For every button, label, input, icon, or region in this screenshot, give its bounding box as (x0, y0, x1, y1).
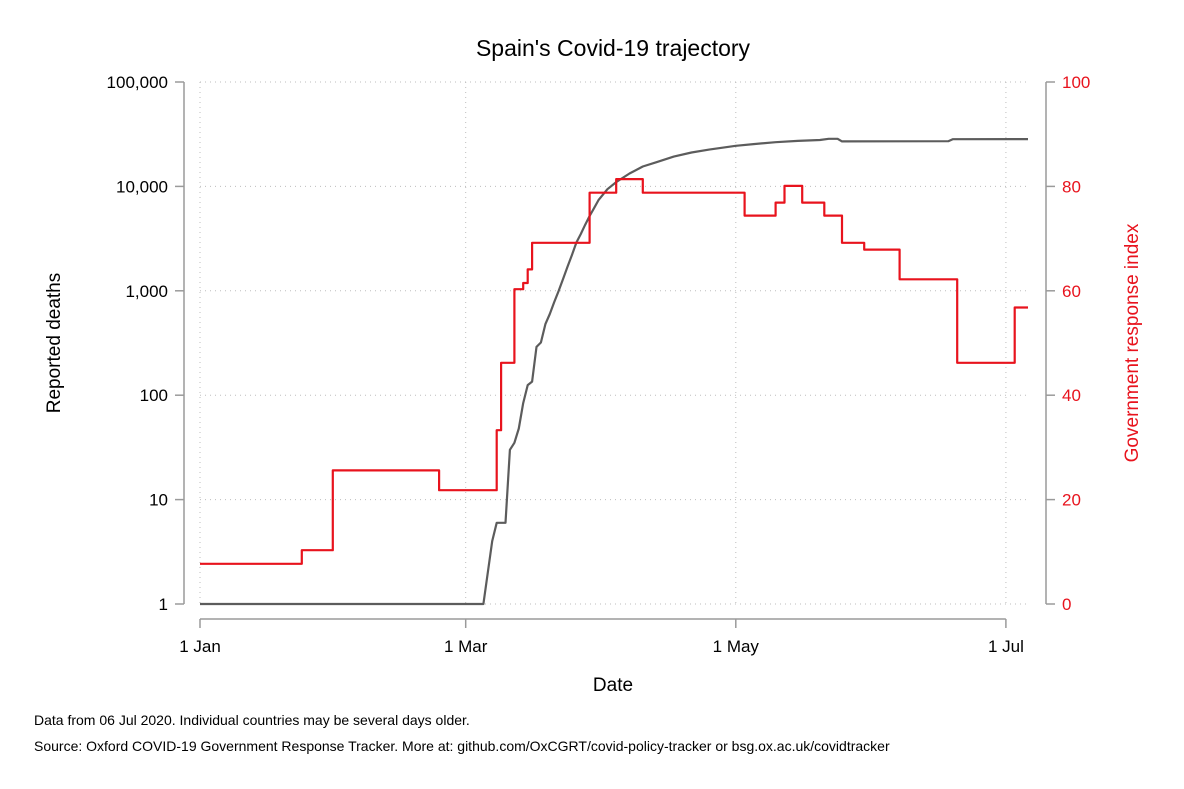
y-left-tick-label: 1,000 (125, 282, 168, 301)
y-left-tick-label: 10,000 (116, 177, 168, 196)
x-tick-label: 1 May (713, 637, 760, 656)
y-right-tick-label: 0 (1062, 595, 1071, 614)
y-left-tick-label: 100,000 (107, 73, 168, 92)
y-right-tick-label: 20 (1062, 491, 1081, 510)
y-axis-right-title: Government response index (1122, 223, 1143, 462)
y-right-tick-label: 100 (1062, 73, 1090, 92)
x-tick-label: 1 Mar (444, 637, 488, 656)
y-right-tick-label: 60 (1062, 282, 1081, 301)
y-left-tick-label: 100 (140, 386, 168, 405)
series-line-deaths (200, 137, 1029, 606)
axes: 1 10 100 1,000 10,000 100,000 0 20 40 60 80 100 1 Ja… (107, 73, 1091, 656)
source-note: Source: Oxford COVID-19 Government Respo… (34, 738, 890, 754)
y-left-tick-label: 1 (159, 595, 168, 614)
x-tick-label: 1 Jul (988, 637, 1024, 656)
x-axis-title: Date (593, 675, 633, 696)
data-date-note: Data from 06 Jul 2020. Individual countr… (34, 712, 470, 728)
series-line-response (200, 178, 1028, 565)
x-tick-label: 1 Jan (179, 637, 221, 656)
grid (199, 81, 1028, 605)
series (200, 137, 1029, 606)
y-right-tick-label: 80 (1062, 177, 1081, 196)
y-left-tick-label: 10 (149, 491, 168, 510)
chart-title: Spain's Covid-19 trajectory (476, 35, 751, 61)
y-right-tick-label: 40 (1062, 386, 1081, 405)
y-axis-left-title: Reported deaths (44, 273, 65, 414)
